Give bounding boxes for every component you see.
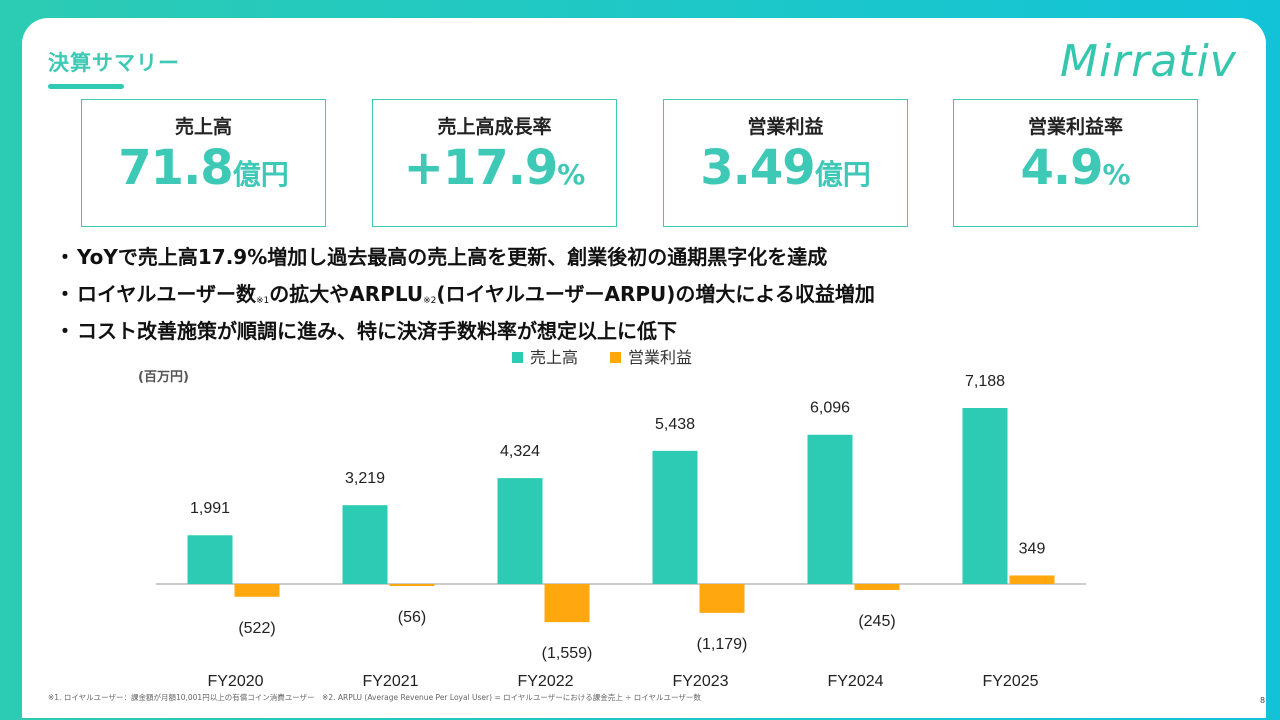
bullet-text: YoYで売上高17.9%増加し過去最高の売上高を更新、創業後初の通期黒字化を達成 [77, 245, 828, 269]
bullet-item: ・コスト改善施策が順調に進み、特に決済手数料率が想定以上に低下 [55, 316, 875, 353]
footnote-marker: ※1 [256, 296, 270, 306]
bullet-text: ロイヤルユーザー数 [77, 282, 256, 306]
x-tick-label: FY2022 [517, 673, 573, 690]
operating-profit-bar [854, 584, 900, 590]
legend-label: 売上高 [530, 348, 578, 367]
kpi-value-row: +17.9% [373, 140, 616, 196]
revenue-bar [962, 408, 1008, 584]
x-tick-label: FY2020 [207, 673, 263, 690]
kpi-value: 71.8 [118, 140, 233, 196]
slide-card [22, 18, 1266, 718]
legend-label: 営業利益 [628, 348, 692, 367]
kpi-value: 4.9 [1020, 140, 1103, 196]
bullet-text: コスト改善施策が順調に進み、特に決済手数料率が想定以上に低下 [77, 319, 677, 343]
data-label: (56) [398, 609, 426, 626]
kpi-value-row: 71.8億円 [82, 140, 325, 196]
summary-bullets: ・ YoYで売上高17.9%増加し過去最高の売上高を更新、創業後初の通期黒字化を達… [55, 242, 875, 353]
page-number: 8 [1260, 696, 1266, 705]
legend-swatch [610, 352, 621, 363]
data-label: 7,188 [965, 373, 1005, 390]
x-tick-label: FY2024 [827, 673, 883, 690]
kpi-card-operating-profit: 営業利益 3.49億円 [663, 99, 908, 227]
data-label: (1,559) [542, 645, 593, 662]
operating-profit-bar [544, 584, 590, 623]
bullet-text: (ロイヤルユーザーARPU)の増大による収益増加 [436, 282, 875, 306]
data-label: 4,324 [500, 443, 540, 460]
kpi-label: 売上高成長率 [437, 116, 552, 138]
bullet-text: の拡大やARPLU [269, 282, 424, 306]
data-label: (522) [238, 620, 275, 637]
x-tick-label: FY2025 [982, 673, 1038, 690]
footnote: ※1. ロイヤルユーザー：課金額が月額10,001円以上の有償コイン消費ユーザー… [48, 693, 701, 702]
section-title: 決算サマリー [48, 51, 180, 75]
revenue-bar [497, 478, 543, 584]
data-label: (245) [858, 613, 895, 630]
operating-profit-bar [699, 584, 745, 613]
data-label: 3,219 [345, 470, 385, 487]
mirrativ-logo: Mirrativ [1060, 36, 1237, 87]
bullet-item: ・ロイヤルユーザー数※1の拡大やARPLU※2(ロイヤルユーザーARPU)の増大… [55, 279, 875, 316]
kpi-unit: 億円 [232, 158, 289, 191]
bullet-marker: ・ [55, 319, 75, 343]
revenue-bar [187, 535, 233, 584]
data-label: (1,179) [697, 636, 748, 653]
bullet-item: ・ YoYで売上高17.9%増加し過去最高の売上高を更新、創業後初の通期黒字化を達… [55, 242, 875, 279]
footnote-marker: ※2 [423, 296, 437, 306]
operating-profit-bar [389, 584, 435, 586]
kpi-card-revenue: 売上高 71.8億円 [81, 99, 326, 227]
kpi-value-row: 3.49億円 [664, 140, 907, 196]
kpi-card-revenue-growth: 売上高成長率 +17.9% [372, 99, 617, 227]
kpi-label: 売上高 [174, 116, 232, 138]
data-label: 5,438 [655, 416, 695, 433]
x-tick-label: FY2021 [362, 673, 418, 690]
kpi-value-row: 4.9% [954, 140, 1197, 196]
operating-profit-bar [234, 584, 280, 597]
revenue-bar [652, 450, 698, 584]
chart-unit-label: (百万円) [138, 370, 189, 385]
operating-profit-bar [1009, 575, 1055, 584]
kpi-value: +17.9 [403, 140, 559, 196]
data-label: 1,991 [190, 500, 230, 517]
bullet-marker: ・ [55, 245, 75, 269]
kpi-unit: % [1102, 158, 1131, 191]
x-tick-label: FY2023 [672, 673, 728, 690]
kpi-label: 営業利益率 [1027, 116, 1123, 138]
revenue-bar [807, 434, 853, 584]
legend-swatch [512, 352, 523, 363]
kpi-card-operating-margin: 営業利益率 4.9% [953, 99, 1198, 227]
bullet-marker: ・ [55, 282, 75, 306]
kpi-value: 3.49 [700, 140, 815, 196]
section-underline [48, 84, 124, 89]
data-label: 349 [1019, 540, 1046, 557]
kpi-unit: % [557, 158, 586, 191]
revenue-bar [342, 505, 388, 584]
kpi-unit: 億円 [814, 158, 871, 191]
kpi-label: 営業利益 [747, 116, 824, 138]
data-label: 6,096 [810, 400, 850, 417]
